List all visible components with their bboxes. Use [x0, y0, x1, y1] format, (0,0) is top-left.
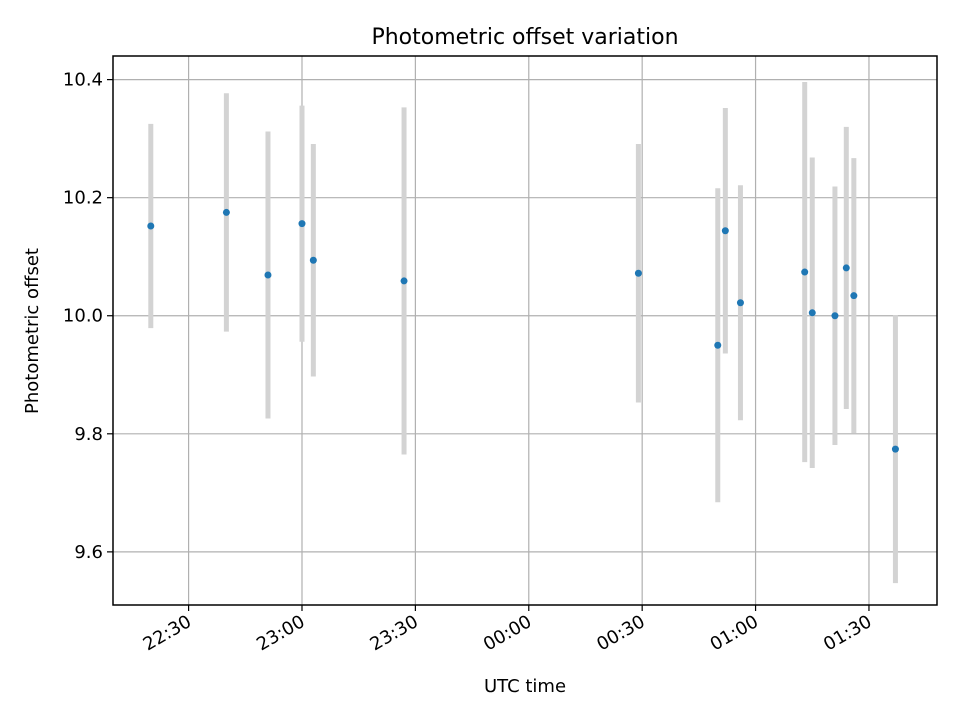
x-tick-label: 23:30 [366, 611, 421, 655]
data-point [801, 268, 809, 276]
error-bars [148, 81, 898, 584]
data-point [721, 227, 729, 235]
data-point [147, 222, 155, 230]
x-tick-label: 23:00 [253, 611, 308, 655]
x-tick-label: 00:30 [593, 611, 648, 655]
x-tick-label: 00:00 [480, 611, 535, 655]
y-tick-label: 9.6 [74, 542, 103, 563]
data-point [891, 445, 899, 453]
data-point [714, 341, 722, 349]
data-point [831, 312, 839, 320]
data-point [309, 256, 317, 264]
x-tick-label: 22:30 [140, 611, 195, 655]
y-tick-label: 10.2 [63, 188, 103, 209]
data-point [850, 292, 858, 300]
data-point [736, 299, 744, 307]
data-point [298, 220, 306, 228]
y-axis-ticks: 9.6 9.8 10.0 10.2 10.4 [63, 70, 113, 563]
data-point [808, 309, 816, 317]
data-point [264, 271, 272, 279]
y-tick-label: 10.4 [63, 70, 103, 91]
plot-frame [112, 55, 938, 606]
data-point [400, 277, 408, 285]
y-tick-label: 9.8 [74, 424, 103, 445]
chart-title: Photometric offset variation [371, 25, 678, 50]
data-point [634, 269, 642, 277]
x-axis-ticks: 22:30 23:00 23:30 00:00 00:30 01:00 01:30 [140, 605, 875, 655]
data-points [147, 208, 899, 453]
y-tick-label: 10.0 [63, 306, 103, 327]
x-tick-label: 01:30 [820, 611, 875, 655]
x-axis-label: UTC time [484, 676, 566, 697]
data-point [222, 208, 230, 216]
data-point [842, 264, 850, 272]
y-axis-label: Photometric offset [22, 248, 43, 414]
x-tick-label: 01:00 [707, 611, 762, 655]
